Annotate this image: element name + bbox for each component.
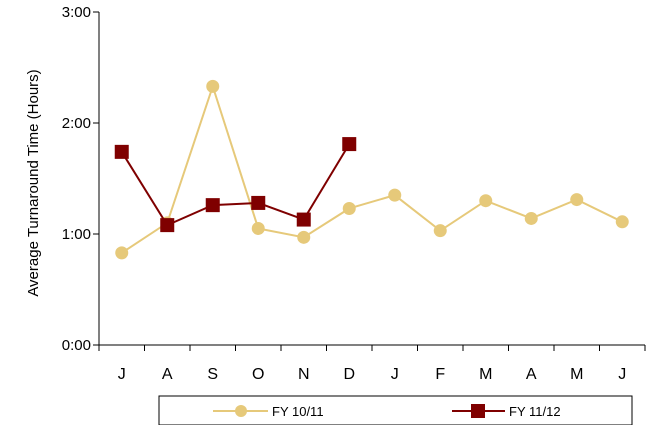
data-point-fy-11-12	[160, 218, 175, 233]
series-line-fy-11-12	[120, 143, 351, 227]
x-tick-label: N	[298, 366, 310, 383]
y-tick-label: 0:00	[62, 337, 91, 354]
data-point-fy-10-11	[388, 188, 402, 202]
series-line-fy-10-11	[121, 83, 623, 254]
data-point-fy-10-11	[206, 79, 220, 93]
data-point-fy-10-11	[524, 211, 538, 225]
data-point-fy-10-11	[342, 201, 356, 215]
legend-marker-fy-11-12	[471, 404, 485, 418]
data-point-fy-10-11	[570, 193, 584, 207]
y-tick-label: 1:00	[62, 226, 91, 243]
plot-area	[93, 11, 646, 351]
data-point-fy-11-12	[114, 144, 129, 159]
x-tick-label: A	[526, 366, 537, 383]
data-point-fy-11-12	[342, 137, 357, 152]
y-tick-label: 2:00	[62, 115, 91, 132]
data-point-fy-11-12	[296, 212, 311, 227]
x-tick-label: J	[118, 366, 126, 383]
data-point-fy-10-11	[115, 246, 129, 260]
x-tick-label: O	[252, 366, 264, 383]
legend-marker-fy-10-11	[235, 405, 247, 417]
x-tick-label: J	[618, 366, 626, 383]
data-point-fy-10-11	[615, 215, 629, 229]
legend-label-fy-11-12: FY 11/12	[509, 404, 561, 419]
data-point-fy-10-11	[251, 221, 265, 235]
x-tick-label: J	[391, 366, 399, 383]
x-tick-label: M	[479, 366, 492, 383]
data-point-fy-10-11	[479, 194, 493, 208]
x-tick-label: F	[435, 366, 445, 383]
data-point-fy-11-12	[205, 198, 220, 213]
x-tick-label: D	[343, 366, 355, 383]
legend: FY 10/11 FY 11/12	[158, 395, 633, 425]
legend-label-fy-10-11: FY 10/11	[272, 404, 324, 419]
y-tick-label: 3:00	[62, 4, 91, 21]
y-axis-title: Average Turnaround Time (Hours)	[25, 69, 42, 296]
data-point-fy-10-11	[297, 230, 311, 244]
x-tick-label: S	[207, 366, 218, 383]
x-tick-label: A	[162, 366, 173, 383]
data-point-fy-11-12	[251, 195, 266, 210]
x-tick-label: M	[570, 366, 583, 383]
legend-box	[158, 395, 633, 425]
data-point-fy-10-11	[433, 224, 447, 238]
